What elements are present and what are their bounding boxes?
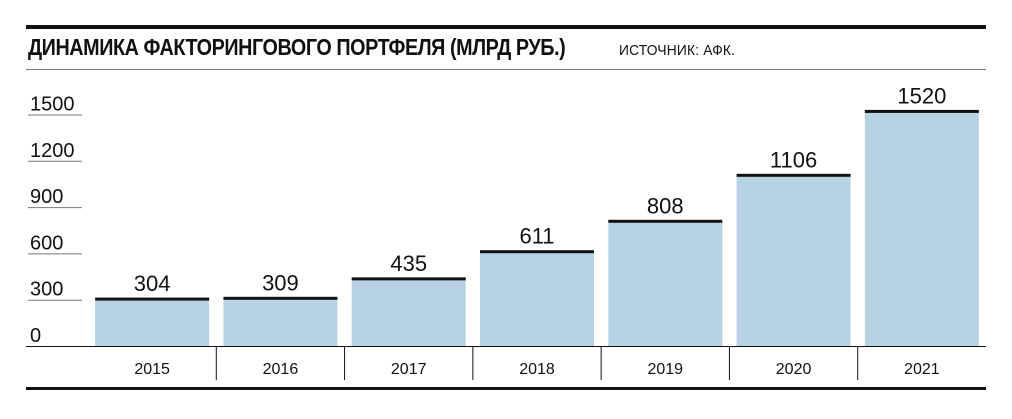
bar-top-line: [864, 109, 979, 113]
bar: [223, 298, 338, 346]
y-tick-label: 300: [30, 279, 63, 301]
bar-top-line: [608, 219, 723, 223]
x-category-label: 2020: [776, 361, 812, 378]
chart-header: ДИНАМИКА ФАКТОРИНГОВОГО ПОРТФЕЛЯ (МЛРД Р…: [28, 34, 745, 68]
x-category-label: 2017: [391, 361, 427, 378]
x-axis: 2015 2016 2017 2018 2019 2020 2021: [26, 346, 986, 380]
chart-source: ИСТОЧНИК: АФК.: [618, 42, 735, 59]
bar-top-line: [223, 296, 338, 300]
bar-value-label: 1520: [897, 83, 946, 108]
bar-value-label: 1106: [770, 147, 817, 172]
header-divider: [26, 69, 986, 70]
x-category-label: 2019: [647, 361, 683, 378]
y-tick-label: 0: [30, 325, 41, 347]
x-category-label: 2018: [519, 361, 555, 378]
bars-group: 304 309 435 611 808 1106 1520: [95, 83, 979, 346]
y-axis: 0 300 600 900 1200 1500: [28, 94, 82, 347]
y-tick-label: 900: [30, 186, 63, 208]
y-tick-label: 1200: [30, 140, 75, 162]
x-category-label: 2016: [263, 361, 299, 378]
bar: [351, 278, 466, 346]
bar-top-line: [95, 297, 210, 301]
bar-top-line: [351, 277, 466, 281]
bar: [608, 221, 723, 346]
chart-title: ДИНАМИКА ФАКТОРИНГОВОГО ПОРТФЕЛЯ (МЛРД Р…: [28, 34, 566, 60]
x-category-label: 2015: [134, 361, 170, 378]
y-tick-label: 600: [30, 232, 63, 254]
y-tick-label: 1500: [30, 94, 75, 116]
bar-value-label: 309: [262, 270, 299, 295]
bar-top-line: [480, 250, 594, 254]
bar-value-label: 304: [134, 271, 171, 296]
bar-value-label: 435: [390, 251, 427, 276]
bar-value-label: 611: [519, 224, 554, 249]
bar: [95, 299, 210, 346]
top-rule: [26, 25, 986, 29]
x-category-label: 2021: [904, 361, 940, 378]
bar: [480, 251, 594, 346]
bar-top-line: [736, 173, 851, 177]
bottom-rule: [26, 387, 986, 390]
bar: [736, 175, 851, 346]
bar-value-label: 808: [647, 193, 684, 218]
bar: [864, 111, 979, 346]
